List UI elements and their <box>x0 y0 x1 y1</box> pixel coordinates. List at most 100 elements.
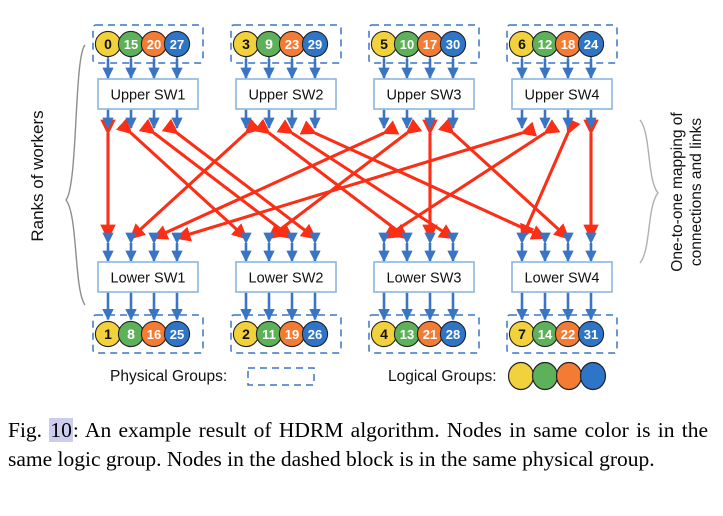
rank-node-label: 24 <box>584 37 599 52</box>
physical-group-box <box>92 24 204 64</box>
figure-hdrm-example: Upper SW1 Upper SW2 Upper SW3 Upper SW4 Lowe… <box>28 24 705 391</box>
rank-node-label: 5 <box>380 36 388 52</box>
ranks-of-workers-annotation: Ranks of workers <box>28 44 86 306</box>
rank-node-label: 29 <box>308 37 322 52</box>
rank-node-label: 4 <box>380 326 388 342</box>
rank-node-label: 3 <box>242 36 250 52</box>
rank-node: 5 <box>370 30 398 58</box>
rank-node: 11 <box>255 320 283 348</box>
rank-node: 14 <box>531 320 559 348</box>
physical-group-box <box>368 314 480 354</box>
rank-node: 19 <box>278 320 306 348</box>
legend-logical-label: Logical Groups: <box>388 368 497 385</box>
ranks-of-workers-label: Ranks of workers <box>28 110 47 241</box>
rank-node: 15 <box>117 30 145 58</box>
switch-boxes-group: Upper SW1 Upper SW2 Upper SW3 Upper SW4 Lowe… <box>97 78 613 293</box>
rank-node-label: 12 <box>538 37 552 52</box>
rank-node: 31 <box>577 320 605 348</box>
port-arrows-group <box>102 48 597 321</box>
rank-node-label: 27 <box>170 37 184 52</box>
rank-node-label: 31 <box>584 327 598 342</box>
lower-switch-4: Lower SW4 <box>511 261 613 293</box>
physical-group-box <box>506 24 618 64</box>
rank-node-label: 28 <box>446 327 460 342</box>
caption-number: 10 <box>49 418 73 442</box>
rank-node: 18 <box>554 30 582 58</box>
lower-switch-2-label: Lower SW2 <box>249 271 324 287</box>
rank-node: 27 <box>163 30 191 58</box>
physical-group-box <box>92 314 204 354</box>
rank-node: 20 <box>140 30 168 58</box>
rank-node-label: 18 <box>561 37 575 52</box>
rank-node-label: 13 <box>400 327 414 342</box>
legend-color-swatch <box>579 361 607 391</box>
rank-node-label: 16 <box>147 327 161 342</box>
rank-node: 8 <box>117 320 145 348</box>
rank-node-label: 2 <box>242 326 250 342</box>
one-to-one-mapping-annotation: One-to-one mapping of connections and li… <box>639 112 705 272</box>
rank-node-label: 20 <box>147 37 161 52</box>
physical-group-box <box>368 24 480 64</box>
rank-node-label: 23 <box>285 37 299 52</box>
one-to-one-mapping-label-line2: connections and links <box>688 118 705 266</box>
rank-node: 12 <box>531 30 559 58</box>
legend-color-swatch <box>555 361 583 391</box>
rank-node-label: 26 <box>308 327 322 342</box>
rank-node: 13 <box>393 320 421 348</box>
one-to-one-link-arrow <box>161 118 317 240</box>
lower-switch-4-label: Lower SW4 <box>525 271 600 287</box>
rank-node: 6 <box>508 30 536 58</box>
physical-group-box <box>230 24 342 64</box>
rank-node: 4 <box>370 320 398 348</box>
figure-canvas: Upper SW1 Upper SW2 Upper SW3 Upper SW4 Lowe… <box>28 24 705 391</box>
rank-node: 25 <box>163 320 191 348</box>
rank-node-label: 0 <box>104 36 112 52</box>
rank-node: 24 <box>577 30 605 58</box>
upper-switch-3-label: Upper SW3 <box>387 88 462 104</box>
rank-node-label: 15 <box>124 37 138 52</box>
rank-node: 7 <box>508 320 536 348</box>
legend-physical-label: Physical Groups: <box>110 368 227 385</box>
rank-node-label: 11 <box>262 327 276 342</box>
rank-node-label: 22 <box>561 327 575 342</box>
rank-node-label: 7 <box>518 326 526 342</box>
rank-node-label: 21 <box>423 327 437 342</box>
rank-node-label: 30 <box>446 37 460 52</box>
link-lines-group <box>100 117 599 242</box>
rank-node: 10 <box>393 30 421 58</box>
lower-switch-3-label: Lower SW3 <box>387 271 462 287</box>
upper-switch-4-label: Upper SW4 <box>525 88 600 104</box>
rank-node: 30 <box>439 30 467 58</box>
rank-node: 23 <box>278 30 306 58</box>
upper-switch-2-label: Upper SW2 <box>249 88 324 104</box>
caption-text: : An example result of HDRM algorithm. N… <box>8 418 709 471</box>
lower-switch-3: Lower SW3 <box>373 261 475 293</box>
right-brace-icon <box>639 119 659 264</box>
lower-switch-2: Lower SW2 <box>235 261 337 293</box>
rank-node-label: 19 <box>285 327 299 342</box>
rank-node: 29 <box>301 30 329 58</box>
rank-node: 9 <box>255 30 283 58</box>
legend-color-swatch <box>531 361 559 391</box>
left-brace-icon <box>65 44 86 306</box>
rank-node-label: 9 <box>265 36 273 52</box>
caption-prefix: Fig. <box>8 418 50 442</box>
rank-node-label: 10 <box>400 37 414 52</box>
rank-node: 22 <box>554 320 582 348</box>
upper-switch-1: Upper SW1 <box>97 78 199 110</box>
upper-switch-4: Upper SW4 <box>511 78 613 110</box>
rank-node-label: 25 <box>170 327 184 342</box>
one-to-one-link-arrow <box>382 119 561 240</box>
lower-switch-1-label: Lower SW1 <box>111 271 186 287</box>
rank-node-label: 17 <box>423 37 437 52</box>
legend-logical-swatches <box>507 361 607 391</box>
legend-color-swatch <box>507 361 535 391</box>
one-to-one-mapping-label-line1: One-to-one mapping of <box>669 112 686 272</box>
rank-node: 26 <box>301 320 329 348</box>
rank-nodes-group: 0 15 20 27 3 9 23 29 5 10 17 30 6 12 18 241 8 16 25 2 11 19 26… <box>94 30 605 348</box>
physical-group-boxes <box>92 24 618 354</box>
upper-switch-2: Upper SW2 <box>235 78 337 110</box>
upper-switch-1-label: Upper SW1 <box>111 88 186 104</box>
rank-node: 28 <box>439 320 467 348</box>
upper-switch-3: Upper SW3 <box>373 78 475 110</box>
